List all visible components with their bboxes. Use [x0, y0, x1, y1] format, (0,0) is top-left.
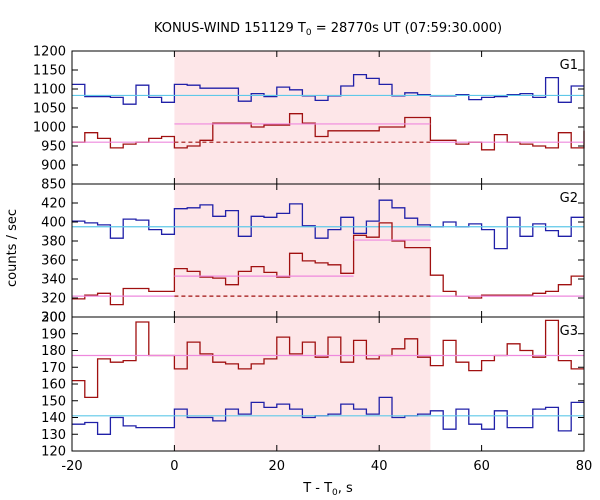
panel-label: G1: [560, 58, 578, 73]
y-tick-label: 360: [41, 254, 66, 269]
panel-label: G2: [560, 191, 578, 206]
series-blue-step: [72, 199, 584, 250]
y-tick-label: 120: [41, 445, 66, 460]
y-tick-label: 200: [41, 311, 66, 326]
shaded-interval: [174, 51, 431, 451]
y-tick-label: 1200: [33, 45, 66, 60]
y-tick-label: 160: [41, 378, 66, 393]
y-tick-label: 140: [41, 411, 66, 426]
y-tick-label: 1000: [33, 121, 66, 136]
x-tick-label: -20: [61, 459, 82, 474]
y-tick-label: 400: [41, 216, 66, 231]
y-tick-label: 380: [41, 235, 66, 250]
y-tick-label: 190: [41, 327, 66, 342]
panel-g3: [71, 316, 585, 452]
y-tick-label: 1150: [33, 64, 66, 79]
series-blue-step: [72, 396, 584, 435]
y-axis-label: counts / sec: [5, 209, 20, 287]
y-tick-label: 340: [41, 273, 66, 288]
y-tick-label: 150: [41, 394, 66, 409]
x-axis-label: T - T0, s: [302, 481, 353, 498]
x-tick-label: 60: [473, 459, 490, 474]
panel-label: G3: [560, 324, 578, 339]
panel-g1: [71, 50, 585, 185]
x-tick-label: 20: [269, 459, 286, 474]
y-tick-label: 850: [41, 178, 66, 193]
plot-area: 85090095010001050110011501200G1300320340…: [33, 45, 592, 475]
y-tick-label: 170: [41, 361, 66, 376]
y-tick-label: 420: [41, 197, 66, 212]
y-tick-label: 320: [41, 292, 66, 307]
y-tick-label: 180: [41, 344, 66, 359]
x-tick-label: 0: [170, 459, 178, 474]
y-tick-label: 900: [41, 159, 66, 174]
x-tick-label: 80: [576, 459, 593, 474]
x-tick-label: 40: [371, 459, 388, 474]
chart-title: KONUS-WIND 151129 T0 = 28770s UT (07:59:…: [154, 21, 502, 38]
y-tick-label: 1050: [33, 102, 66, 117]
panel-g2: [71, 183, 585, 318]
y-tick-label: 130: [41, 428, 66, 443]
y-tick-label: 950: [41, 140, 66, 155]
y-tick-label: 1100: [33, 83, 66, 98]
y-tick-label: 300: [41, 311, 66, 326]
